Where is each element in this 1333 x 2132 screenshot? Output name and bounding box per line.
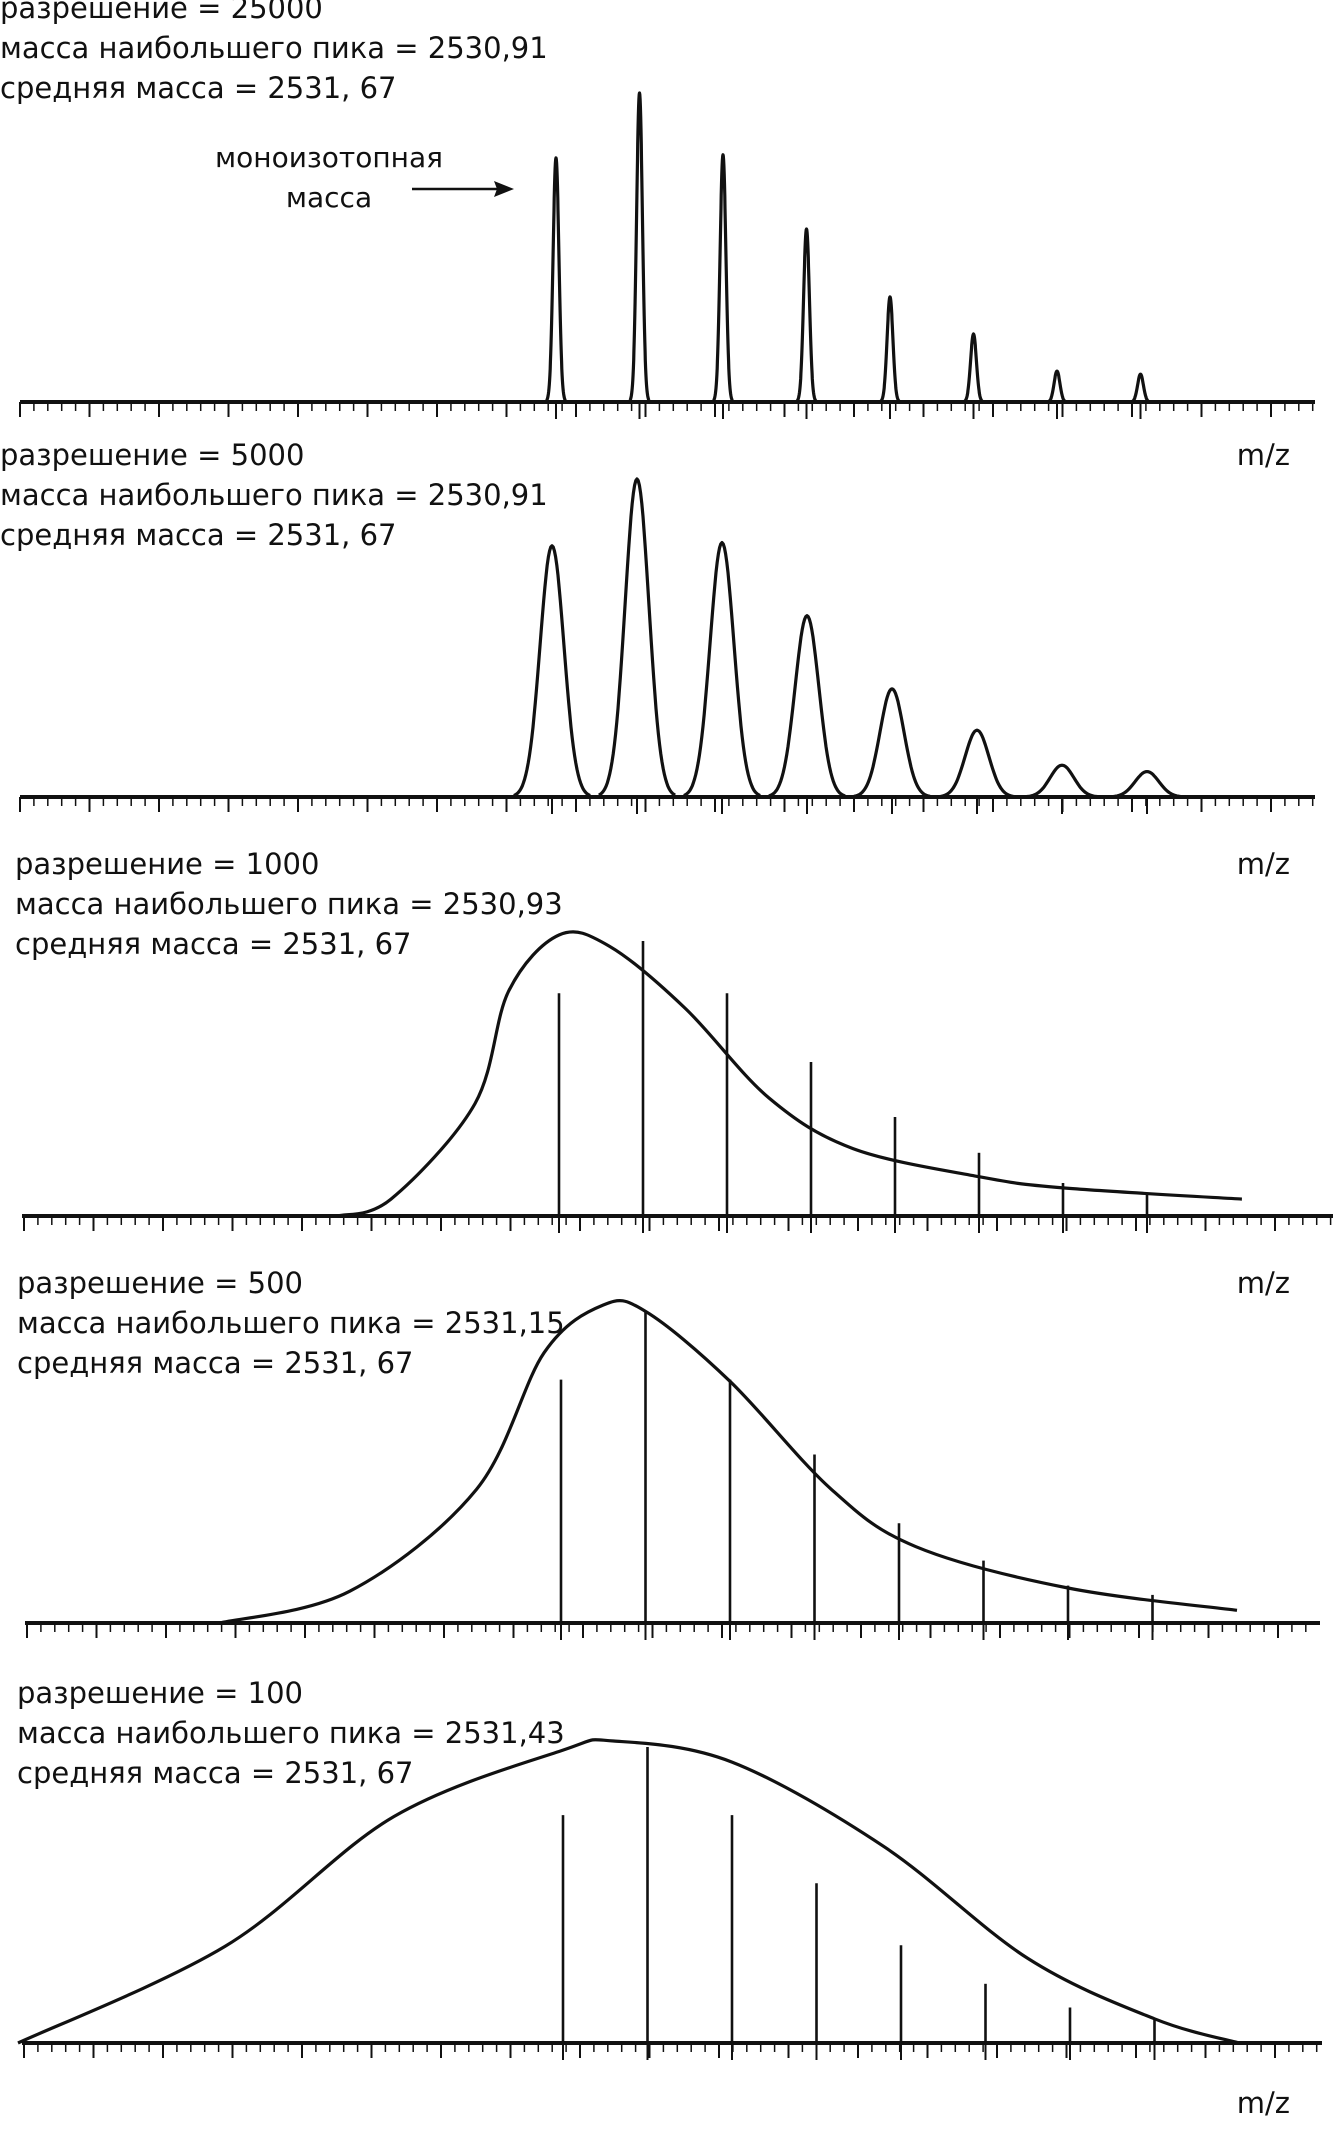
spectrum-panel-5: разрешение = 100 масса наибольшего пика =… <box>17 1676 1322 2120</box>
isotope-peak <box>795 227 818 403</box>
spectrum-panel-4: разрешение = 500 масса наибольшего пика =… <box>17 1266 1320 1640</box>
average-mass-label: средняя масса = 2531, 67 <box>17 1756 414 1790</box>
isotope-peak <box>513 544 591 797</box>
isotope-peak <box>768 614 846 798</box>
spectrum-panel-3: разрешение = 1000 масса наибольшего пика … <box>15 847 1333 1233</box>
spectrum-panel-2: разрешение = 5000 масса наибольшего пика … <box>0 438 1315 814</box>
isotope-peak <box>712 153 734 402</box>
isotope-peak <box>1108 770 1186 799</box>
x-axis-ticks <box>19 797 1314 814</box>
envelope-curve <box>337 930 1242 1218</box>
axis-label-mz: m/z <box>1237 438 1290 472</box>
envelope-curve <box>17 1738 1240 2045</box>
peak-mass-label: масса наибольшего пика = 2530,93 <box>15 887 563 921</box>
resolution-label: разрешение = 1000 <box>15 847 319 881</box>
resolution-label: разрешение = 100 <box>17 1676 303 1710</box>
axis-label-mz: m/z <box>1237 847 1290 881</box>
isotope-peak <box>628 91 651 402</box>
peak-mass-label: масса наибольшего пика = 2530,91 <box>0 478 548 512</box>
x-axis-ticks <box>23 2043 1318 2060</box>
peak-mass-label: масса наибольшего пика = 2531,43 <box>17 1716 565 1750</box>
average-mass-label: средняя масса = 2531, 67 <box>0 71 397 105</box>
isotope-peak <box>683 541 761 797</box>
axis-label-mz: m/z <box>1237 1266 1290 1300</box>
resolution-label: разрешение = 5000 <box>0 438 304 472</box>
isotope-peak <box>962 332 985 403</box>
average-mass-label: средняя масса = 2531, 67 <box>0 518 397 552</box>
peak-mass-label: масса наибольшего пика = 2530,91 <box>0 31 548 65</box>
average-mass-label: средняя масса = 2531, 67 <box>17 1346 414 1380</box>
isotope-peak <box>879 295 901 403</box>
annotation-text-line: моноизотопная <box>215 141 443 174</box>
isotope-peak <box>1129 372 1152 404</box>
annotation-arrow-head <box>494 181 514 197</box>
isotope-peak <box>938 728 1016 799</box>
monoisotopic-annotation: моноизотопная масса <box>215 141 514 214</box>
average-mass-label: средняя масса = 2531, 67 <box>15 927 412 961</box>
spectrum-panel-1: разрешение = 25000 масса наибольшего пика… <box>0 0 1315 419</box>
isotope-peak <box>853 687 931 798</box>
resolution-label: разрешение = 25000 <box>0 0 323 25</box>
x-axis-ticks <box>23 1216 1332 1233</box>
resolution-label: разрешение = 500 <box>17 1266 303 1300</box>
x-axis-ticks <box>26 1623 1307 1640</box>
isotope-peak <box>598 477 676 797</box>
envelope-curve <box>219 1299 1238 1625</box>
isotope-peak <box>1023 763 1101 799</box>
peak-mass-label: масса наибольшего пика = 2531,15 <box>17 1306 565 1340</box>
isotope-peak <box>1046 369 1068 404</box>
annotation-text-line: масса <box>286 181 372 214</box>
isotope-peak <box>545 156 567 402</box>
axis-label-mz: m/z <box>1237 2086 1290 2120</box>
x-axis-ticks <box>19 402 1314 419</box>
